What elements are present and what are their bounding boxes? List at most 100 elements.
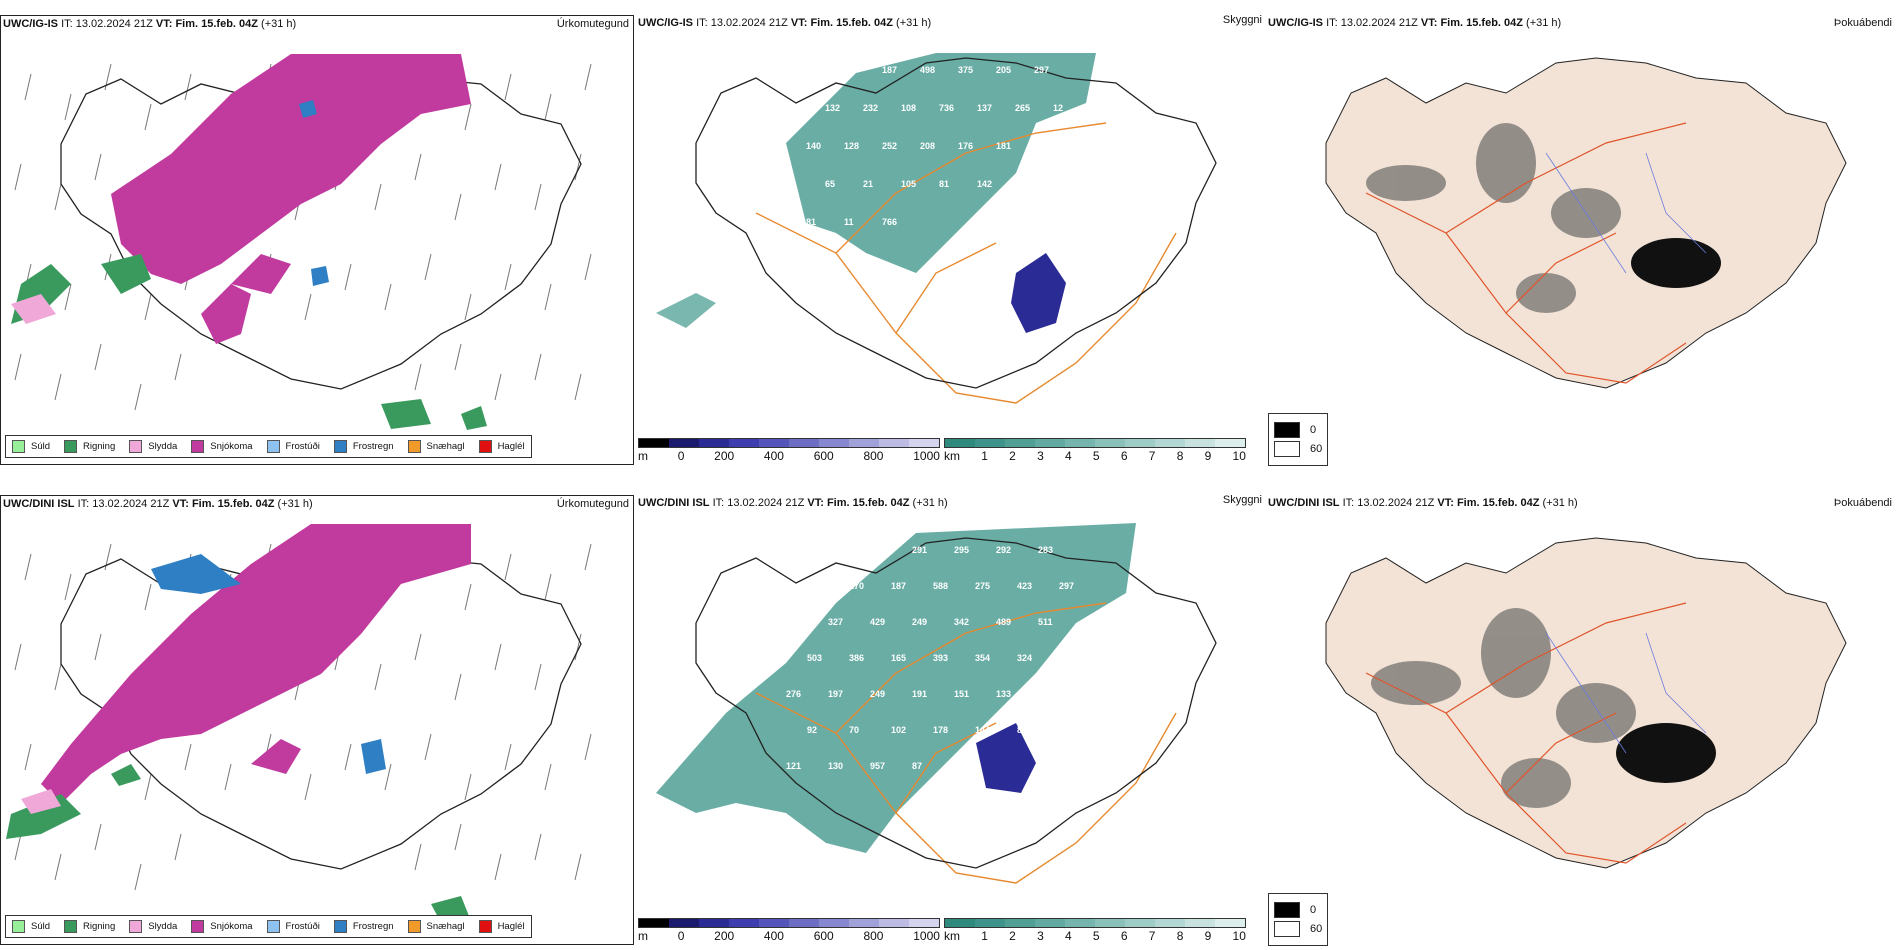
ceiling-value-label: 65 — [825, 179, 835, 189]
visibility-segment — [1125, 919, 1155, 927]
ceiling-value-label: 375 — [958, 65, 973, 75]
swatch — [191, 440, 205, 453]
ceiling-value-label: 736 — [939, 103, 954, 113]
ceiling-value-label: 324 — [1017, 653, 1032, 663]
ceiling-segment — [879, 919, 909, 927]
ceiling-value-label: 118 — [1059, 725, 1074, 735]
fog-index-shading — [1371, 608, 1636, 808]
ceiling-value-label: 423 — [1017, 581, 1032, 591]
legend-item-snow-pellets: Snæhagl — [407, 920, 465, 933]
iceland-outline — [695, 57, 1217, 389]
panel-title: Þokuábendi — [1833, 17, 1892, 29]
legend-item-rain: Rigning — [64, 440, 115, 453]
ceiling-value-label: 170 — [849, 581, 864, 591]
ceiling-segment — [819, 439, 849, 447]
legend-item-drizzle: Súld — [12, 920, 50, 933]
rivers — [1545, 632, 1707, 754]
visibility-segment — [975, 919, 1005, 927]
ceiling-segment — [669, 439, 699, 447]
ceiling-segment — [819, 919, 849, 927]
rain-area — [6, 764, 469, 919]
legend-item-snow: Snjókoma — [191, 920, 253, 933]
ceiling-value-label: 276 — [786, 689, 801, 699]
ceiling-value-label: 81 — [806, 217, 816, 227]
sleet-area — [11, 294, 56, 324]
fog-index-shading — [1366, 123, 1621, 313]
swatch — [407, 440, 421, 453]
ceiling-value-label: 498 — [920, 65, 935, 75]
legend-item-snow: Snjókoma — [191, 440, 253, 453]
ceiling-segment — [759, 919, 789, 927]
ceiling-value-label: 70 — [849, 725, 859, 735]
freezing-rain-area — [151, 554, 386, 774]
visibility-segment — [1035, 439, 1065, 447]
ceiling-value-label: 102 — [891, 725, 906, 735]
precip-type-map — [6, 524, 592, 919]
swatch — [12, 440, 25, 453]
swatch — [129, 440, 143, 453]
dense-fog-core — [1616, 723, 1716, 783]
ceiling-segment — [789, 439, 819, 447]
visibility-segment — [945, 919, 975, 927]
ceiling-value-label: 957 — [870, 761, 885, 771]
ceiling-value-label: 386 — [849, 653, 864, 663]
panel-header: UWC/IG-IS IT: 13.02.2024 21Z VT: Fim. 15… — [3, 18, 297, 30]
road-network — [1365, 122, 1687, 384]
swatch — [266, 440, 280, 453]
visibility-segment — [975, 439, 1005, 447]
ceiling-value-label: 81 — [939, 179, 949, 189]
ceiling-value-label: 178 — [933, 725, 948, 735]
visibility-segment — [945, 439, 975, 447]
legend-item-freezing-drizzle: Frostúði — [266, 440, 320, 453]
ceiling-value-label: 130 — [828, 761, 843, 771]
ceiling-value-label: 297 — [1034, 65, 1049, 75]
ceiling-value-label: 144 — [975, 725, 990, 735]
ceiling-value-label: 575 — [786, 545, 801, 555]
ceiling-value-label: 208 — [920, 141, 935, 151]
ceiling-value-label: 187 — [891, 581, 906, 591]
ceiling-segment — [909, 919, 939, 927]
ceiling-value-label: 178 — [1034, 141, 1049, 151]
panel-title: Skyggni — [1222, 494, 1262, 506]
ceiling-value-label: 270 — [1059, 653, 1074, 663]
visibility-segment — [1155, 919, 1185, 927]
ceiling-segment — [729, 919, 759, 927]
ceiling-value-label: 295 — [954, 545, 969, 555]
fog-map — [1325, 57, 1847, 389]
freezing-rain-area — [299, 100, 329, 286]
panel-header: UWC/DINI ISL IT: 13.02.2024 21Z VT: Fim.… — [638, 497, 948, 509]
ceiling-value-label: 142 — [977, 179, 992, 189]
ceiling-segment — [909, 439, 939, 447]
road-network — [1365, 602, 1687, 864]
fog-panel-bottom: UWC/DINI ISL IT: 13.02.2024 21Z VT: Fim.… — [1266, 495, 1896, 946]
legend-item-sleet: Slydda — [129, 440, 177, 453]
fog-legend: 0 60 — [1268, 413, 1329, 466]
ceiling-labels: 575 282 293 291 295 292 283 250 170 187 588 275 423 2… — [786, 545, 1074, 771]
ceiling-segment — [699, 439, 729, 447]
ceiling-value-label: 181 — [996, 141, 1011, 151]
precip-type-panel-top: UWC/IG-IS IT: 13.02.2024 21Z VT: Fim. 15… — [0, 15, 634, 465]
ceiling-value-label: 293 — [870, 545, 885, 555]
legend-item-drizzle: Súld — [12, 440, 50, 453]
ceiling-value-label: 151 — [954, 689, 969, 699]
legend-item-freezing-rain: Frostregn — [333, 440, 394, 453]
panel-title: Skyggni — [1222, 14, 1262, 26]
precip-legend: Súld Rigning Slydda Snjókoma Frostúði Fr… — [5, 435, 532, 458]
ceiling-value-label: 489 — [996, 617, 1011, 627]
ceiling-value-label: 252 — [882, 141, 897, 151]
ceiling-value-label: 176 — [958, 141, 973, 151]
ceiling-segment — [729, 439, 759, 447]
ceiling-value-label: 197 — [828, 689, 843, 699]
ceiling-value-label: 588 — [933, 581, 948, 591]
ceiling-value-label: 393 — [933, 653, 948, 663]
precip-type-panel-bottom: UWC/DINI ISL IT: 13.02.2024 21Z VT: Fim.… — [0, 495, 634, 945]
road-network — [755, 122, 1177, 404]
ceiling-value-label: 511 — [1038, 617, 1053, 627]
visibility-segment — [1065, 439, 1095, 447]
ceiling-value-label: 92 — [807, 725, 817, 735]
visibility-map: 899 27 187 498 375 205 297 132 232 108 736 137 265 12… — [656, 53, 1217, 404]
dense-fog-core — [1631, 238, 1721, 288]
ceiling-value-label: 21 — [863, 179, 873, 189]
ceiling-colorbar: m 0 200 400 600 800 1000 — [638, 918, 940, 943]
fog-map — [1325, 537, 1847, 869]
